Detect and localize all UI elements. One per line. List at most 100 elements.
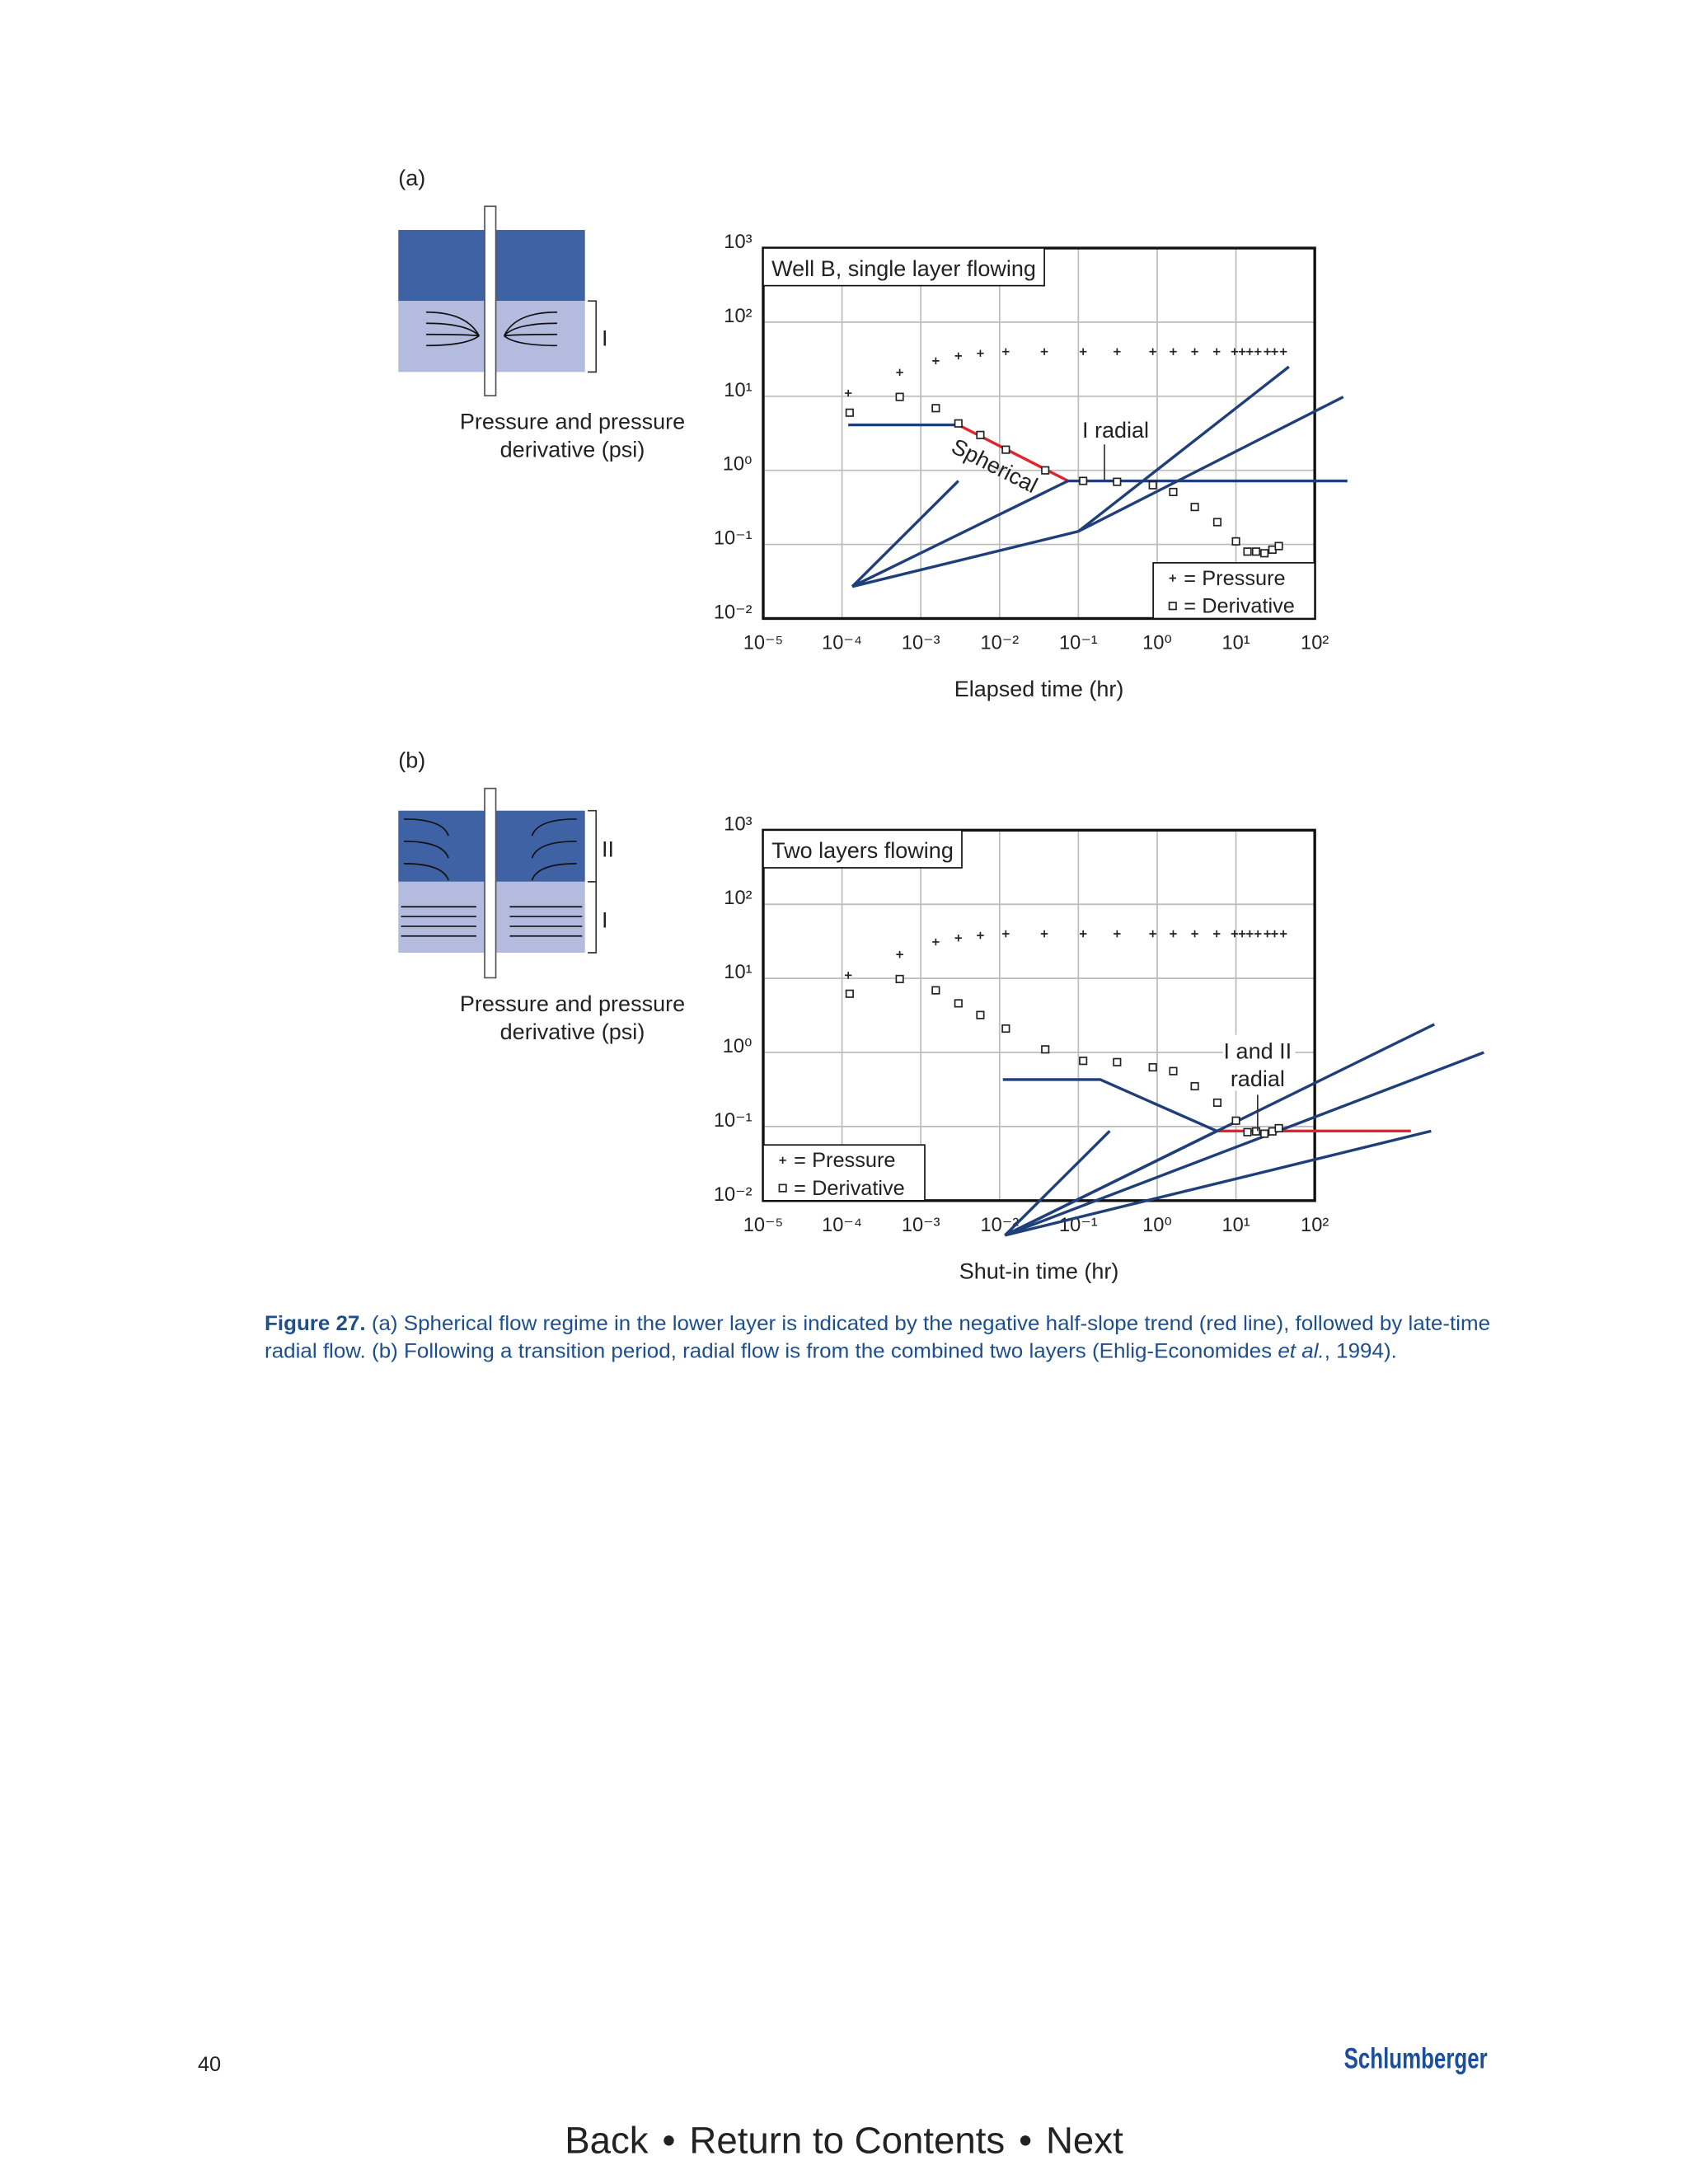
derivative-point <box>1260 1129 1269 1138</box>
pressure-point <box>1264 930 1271 938</box>
legend-label: Pressure <box>1202 567 1285 590</box>
nav-contents[interactable]: Return to Contents <box>689 2120 1005 2162</box>
y-tick-label: 10⁻² <box>714 602 753 623</box>
trend-line <box>1004 1129 1432 1237</box>
pressure-point <box>1246 348 1254 355</box>
nav: Back • Return to Contents • Next <box>565 2120 1123 2162</box>
flow-arrow <box>404 840 449 859</box>
x-tick-label: 10⁻⁵ <box>743 1215 784 1236</box>
pressure-point <box>1254 930 1262 938</box>
caption-italic: et al. <box>1278 1340 1324 1363</box>
layer-label: I <box>602 326 608 350</box>
derivative-point <box>1148 480 1157 490</box>
nav-separator: • <box>1019 2120 1032 2162</box>
x-tick-label: 10¹ <box>1221 633 1250 654</box>
pressure-point <box>1238 348 1246 355</box>
pressure-point <box>954 352 963 360</box>
pressure-point <box>977 931 984 940</box>
pressure-point <box>977 349 984 357</box>
bracket <box>588 300 598 373</box>
derivative-point <box>954 419 963 428</box>
flow-arrow <box>504 333 557 337</box>
pressure-point <box>896 950 903 958</box>
y-tick-label: 10⁻¹ <box>714 528 753 550</box>
y-tick-label: 10⁰ <box>723 454 753 476</box>
pressure-point <box>1279 930 1287 938</box>
legend-label: Derivative <box>812 1177 905 1200</box>
derivative-point <box>1113 1057 1122 1066</box>
pressure-point <box>1169 574 1177 582</box>
derivative-point <box>1251 547 1261 556</box>
derivative-point <box>895 392 904 401</box>
x-tick-label: 10⁻⁴ <box>822 1215 862 1236</box>
y-tick-label: 10⁻¹ <box>714 1110 753 1132</box>
pressure-point <box>1191 348 1198 355</box>
trend-line <box>1077 396 1344 533</box>
x-tick-label: 10¹ <box>1221 1215 1250 1236</box>
derivative-point <box>1041 466 1050 475</box>
pressure-point <box>1271 930 1278 938</box>
layer-label: I <box>602 908 608 933</box>
pressure-point <box>1149 348 1156 355</box>
derivative-point <box>1041 1045 1050 1054</box>
flow-arrow <box>426 311 481 336</box>
pressure-point <box>1040 930 1048 938</box>
y-tick-label: 10¹ <box>724 380 752 401</box>
derivative-point <box>1212 1098 1222 1108</box>
x-tick-label: 10⁻³ <box>902 633 940 654</box>
pressure-point <box>1079 348 1087 355</box>
caption-text: , 1994). <box>1325 1340 1397 1363</box>
trend-line <box>1077 365 1290 533</box>
flow-arrow <box>503 311 557 336</box>
legend-separator: = <box>1184 595 1196 618</box>
y-tick-label: 10² <box>724 306 752 327</box>
y-axis-label: Pressure and pressure <box>460 991 685 1016</box>
trend-line <box>1004 1023 1436 1237</box>
legend-box <box>762 1144 926 1202</box>
pressure-point <box>1170 930 1177 938</box>
x-tick-label: 10⁻² <box>980 633 1019 654</box>
pressure-point <box>1040 348 1048 355</box>
derivative-point <box>845 989 854 998</box>
y-tick-label: 10⁻² <box>714 1184 753 1206</box>
trend-line <box>1002 1078 1217 1132</box>
panel-label: (a) <box>398 166 425 190</box>
y-tick-label: 10¹ <box>724 962 752 983</box>
derivative-point <box>1190 1081 1199 1091</box>
layer-label: II <box>602 837 614 861</box>
pressure-point <box>1149 930 1156 938</box>
annotation: radial <box>1231 1066 1285 1091</box>
pressure-point <box>1279 348 1287 355</box>
y-axis-label: Pressure and pressure <box>460 410 685 434</box>
wellbore <box>484 787 497 979</box>
derivative-point <box>845 408 854 417</box>
pressure-point <box>1231 930 1239 938</box>
flow-arrow <box>504 335 557 347</box>
pressure-point <box>1114 930 1121 938</box>
trend-line <box>851 530 1079 588</box>
pressure-point <box>1231 348 1239 355</box>
annotation-bg <box>1222 1034 1296 1091</box>
nav-next[interactable]: Next <box>1046 2120 1123 2162</box>
flow-arrow <box>531 863 577 881</box>
derivative-point <box>931 986 940 995</box>
derivative-point <box>1001 1024 1010 1033</box>
derivative-point <box>954 999 963 1008</box>
x-tick-label: 10² <box>1301 633 1329 654</box>
derivative-point <box>1274 541 1283 551</box>
derivative-point <box>1169 487 1178 497</box>
caption-line: radial flow. (b) Following a transition … <box>265 1340 1397 1363</box>
nav-back[interactable]: Back <box>565 2120 649 2162</box>
pressure-point <box>1246 930 1254 938</box>
chart-title: Well B, single layer flowing <box>771 256 1036 281</box>
pressure-point <box>779 1156 786 1165</box>
y-tick-label: 10² <box>724 888 752 909</box>
derivative-point <box>1079 476 1088 485</box>
flow-arrow <box>426 333 480 337</box>
y-tick-label: 10³ <box>724 813 752 835</box>
x-tick-label: 10² <box>1301 1215 1329 1236</box>
trend-line <box>851 480 959 588</box>
bracket <box>588 809 598 954</box>
wellbore <box>484 205 497 396</box>
derivative-point <box>976 430 985 439</box>
